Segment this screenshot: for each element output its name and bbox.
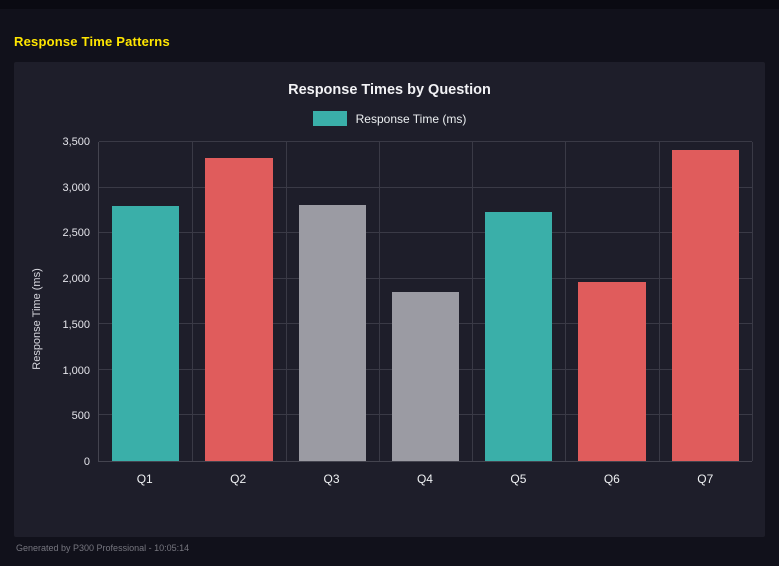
bar-column-q7 (659, 142, 752, 461)
gridline-vertical (472, 142, 474, 461)
x-label-q7: Q7 (697, 472, 714, 486)
gridline-vertical (752, 142, 753, 461)
bar-column-q4 (379, 142, 472, 461)
bar-column-q6 (565, 142, 658, 461)
x-label-q4: Q4 (416, 472, 433, 486)
y-tick-label: 0 (83, 456, 90, 468)
bar-q7 (671, 150, 739, 461)
y-axis-label: Response Time (ms) (31, 268, 43, 370)
bar-q6 (578, 282, 646, 461)
bar-q1 (112, 205, 180, 461)
y-axis-ticks: 0 500 1,000 1,500 2,000 2,500 3,000 3,500 (50, 136, 98, 468)
plot-area (98, 141, 753, 462)
gridline-vertical (378, 142, 380, 461)
page-title: Response Time Patterns (14, 34, 170, 49)
y-tick-label: 1,500 (62, 318, 90, 331)
x-label-q1: Q1 (136, 472, 153, 486)
y-tick-label: 500 (71, 410, 90, 423)
chart-legend: Response Time (ms) (14, 111, 765, 126)
legend-swatch (312, 111, 347, 126)
chart-panel: Response Times by Question Response Time… (14, 62, 765, 537)
y-tick-label: 3,500 (62, 136, 90, 148)
y-tick-label: 2,500 (62, 227, 90, 240)
bar-q4 (391, 292, 460, 461)
x-label-q5: Q5 (510, 472, 527, 486)
gridline-vertical (285, 142, 287, 461)
bar-q2 (205, 157, 273, 461)
y-tick-label: 3,000 (62, 181, 90, 194)
gridline-horizontal (99, 232, 752, 234)
legend-label: Response Time (ms) (355, 111, 467, 126)
gridline-vertical (658, 142, 660, 461)
window-top-strip (0, 0, 779, 9)
gridline-horizontal (99, 186, 752, 188)
y-axis-label-wrap: Response Time (ms) (24, 142, 50, 496)
y-tick-label: 1,000 (62, 364, 90, 377)
x-label-q6: Q6 (603, 472, 620, 486)
bar-column-q3 (286, 142, 379, 461)
bar-q5 (485, 212, 553, 461)
gridline-horizontal (99, 141, 752, 142)
y-tick-label: 2,000 (62, 273, 90, 286)
gridline-horizontal (99, 277, 752, 279)
plot-column: Q1 Q2 Q3 Q4 Q5 Q6 Q7 (98, 141, 753, 496)
gridline-vertical (192, 142, 194, 461)
bar-q3 (298, 204, 366, 461)
bar-column-q5 (472, 142, 565, 461)
bar-column-q2 (192, 142, 285, 461)
gridline-vertical (565, 142, 567, 461)
bar-column-q1 (99, 142, 192, 461)
footer-note: Generated by P300 Professional - 10:05:1… (16, 543, 190, 553)
chart-body: Response Time (ms) 0 500 1,000 1,500 2,000 2,… (24, 136, 753, 496)
x-label-q2: Q2 (230, 472, 247, 486)
chart-title: Response Times by Question (288, 82, 491, 98)
x-axis-labels: Q1 Q2 Q3 Q4 Q5 Q6 Q7 (98, 462, 752, 496)
x-label-q3: Q3 (323, 472, 340, 486)
